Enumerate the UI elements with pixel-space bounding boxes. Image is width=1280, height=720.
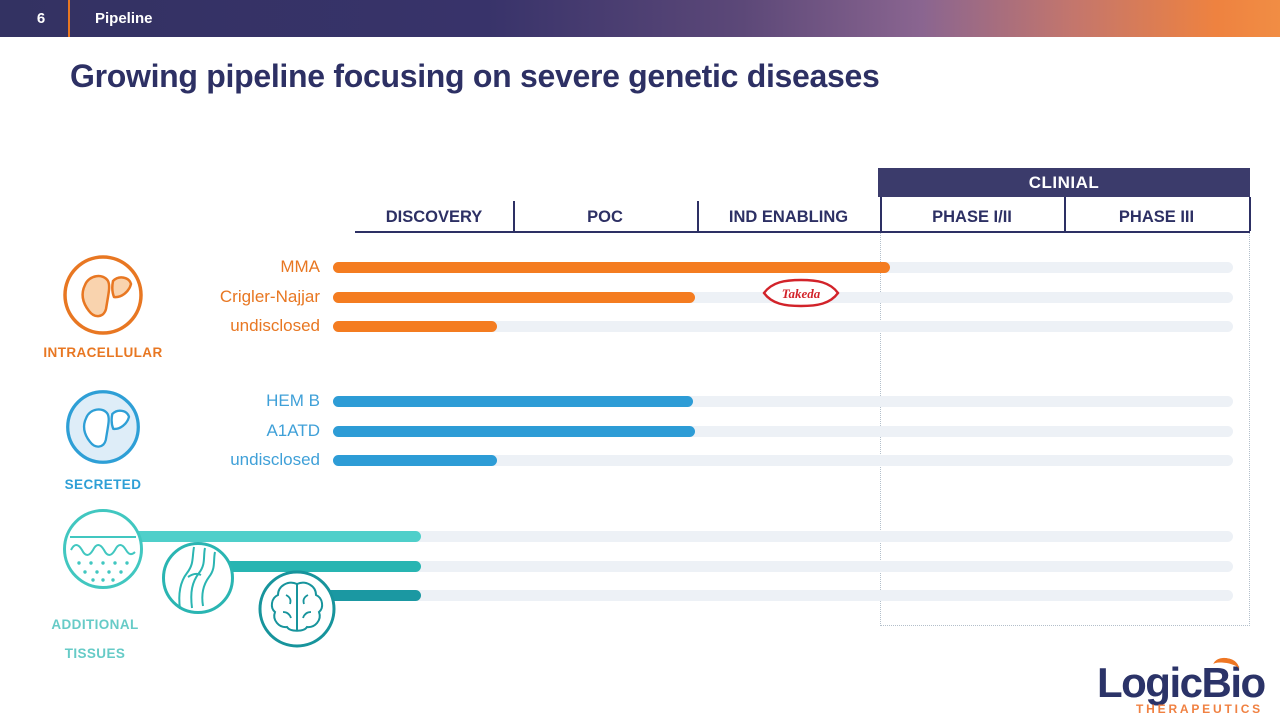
pipeline-bar-undisclosed	[333, 455, 497, 466]
column-divider	[1064, 197, 1066, 231]
bar-track	[333, 396, 1233, 407]
liver-intracellular-icon	[63, 255, 143, 335]
liver-secreted-icon	[66, 390, 140, 464]
header-underline	[355, 231, 1250, 233]
bar-track	[333, 455, 1233, 466]
top-bar-divider	[68, 0, 70, 37]
group-label-tissues: TISSUES	[64, 646, 126, 661]
logo-wordmark: LogicBio	[1097, 659, 1266, 706]
group-label-additional: ADDITIONAL	[51, 617, 139, 632]
page-number: 6	[36, 10, 46, 27]
group-label-intracellular: INTRACELLULAR	[43, 345, 163, 360]
joint-tissue-icon	[162, 542, 234, 614]
slide-title: Growing pipeline focusing on severe gene…	[70, 58, 880, 94]
bar-track	[333, 426, 1233, 437]
column-header-poc: POC	[587, 208, 623, 226]
column-header-phase-i-ii: PHASE I/II	[932, 208, 1012, 226]
program-label: MMA	[280, 257, 320, 276]
program-label: Crigler-Najjar	[219, 287, 320, 306]
column-divider	[513, 201, 515, 231]
section-title: Pipeline	[95, 10, 153, 27]
pipeline-bar-crigler-najjar	[333, 292, 695, 303]
program-label: HEM B	[266, 391, 320, 410]
column-divider	[697, 201, 699, 231]
pipeline-bar-undisclosed	[333, 321, 497, 332]
svg-text:Takeda: Takeda	[782, 286, 821, 301]
program-label: undisclosed	[230, 450, 320, 469]
column-header-discovery: DISCOVERY	[385, 208, 483, 226]
program-label: A1ATD	[266, 421, 320, 440]
column-header-phase-iii: PHASE III	[1118, 208, 1195, 226]
column-header-ind-enabling: IND ENABLING	[728, 208, 849, 226]
program-label: undisclosed	[230, 316, 320, 335]
bar-track	[103, 531, 1233, 542]
bar-track	[198, 561, 1233, 572]
takeda-logo-icon: Takeda	[762, 278, 840, 308]
pipeline-bar	[297, 590, 421, 601]
bar-track	[297, 590, 1233, 601]
column-divider	[1249, 197, 1251, 231]
pipeline-bar-mma	[333, 262, 890, 273]
skin-tissue-icon	[63, 509, 143, 589]
top-bar: 6 Pipeline	[0, 0, 1280, 37]
partner-logo-takeda: Takeda	[762, 278, 840, 308]
pipeline-bar	[198, 561, 421, 572]
clinical-header: CLINIAL	[878, 168, 1250, 197]
bar-track	[333, 321, 1233, 332]
pipeline-bar-a1atd	[333, 426, 695, 437]
skin-dots	[77, 561, 129, 582]
column-divider	[880, 197, 882, 231]
brain-tissue-icon	[258, 570, 336, 648]
group-label-secreted: SECRETED	[64, 477, 142, 492]
pipeline-bar	[103, 531, 421, 542]
logo-subtitle: THERAPEUTICS	[1136, 702, 1263, 716]
pipeline-bar-hem-b	[333, 396, 693, 407]
